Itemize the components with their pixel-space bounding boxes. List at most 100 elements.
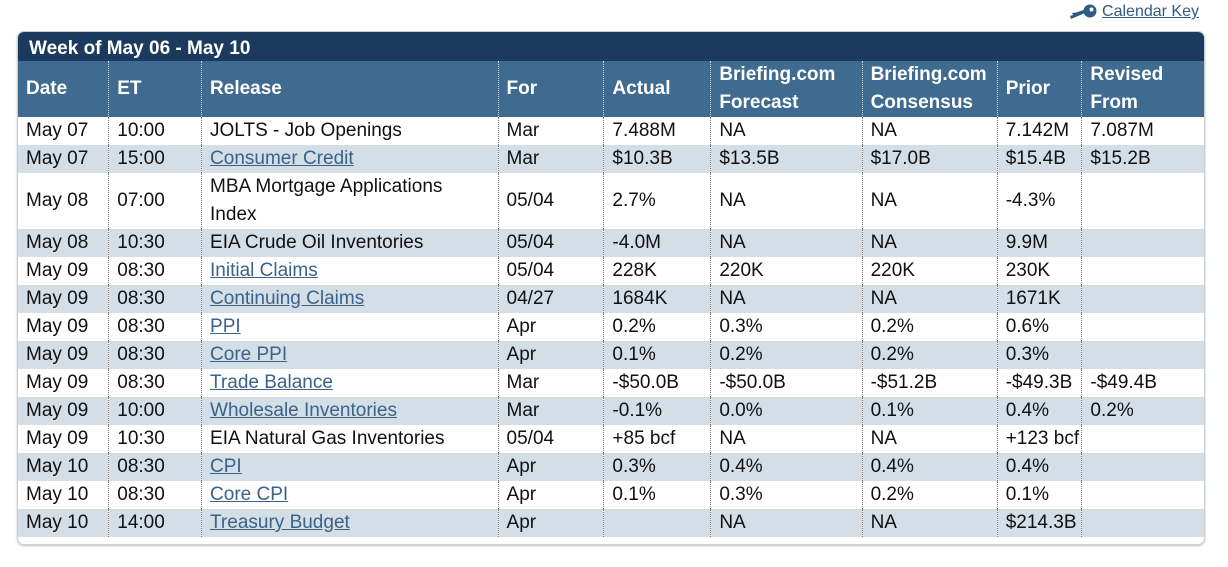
cell-date: May 10	[26, 484, 89, 505]
cell-for: Apr	[497, 453, 604, 481]
calendar-table: Date ET Release For Actual Briefing.com …	[18, 61, 1204, 537]
cell-revised: -$49.4B	[1081, 369, 1204, 397]
cell-revised	[1081, 285, 1204, 313]
cell-release: Treasury Budget	[201, 509, 499, 537]
cell-for: Apr	[497, 509, 604, 537]
column-header-actual: Actual	[603, 61, 711, 117]
cell-revised	[1081, 509, 1204, 537]
calendar-key-label: Calendar Key	[1102, 3, 1199, 20]
cell-release: Core CPI	[201, 481, 499, 509]
release-link[interactable]: PPI	[210, 316, 241, 337]
cell-consensus: NA	[861, 425, 998, 453]
cell-revised	[1081, 481, 1204, 509]
cell-prior: 7.142M	[996, 117, 1082, 145]
cell-for: 05/04	[497, 257, 604, 285]
cell-et: 08:30	[108, 313, 202, 341]
cell-revised: 0.2%	[1081, 397, 1204, 425]
column-header-revised-from: Revised From	[1081, 61, 1204, 117]
cell-date: May 09	[18, 397, 109, 425]
cell-actual: 0.1%	[603, 481, 711, 509]
cell-prior: 0.4%	[996, 397, 1082, 425]
cell-revised	[1081, 425, 1204, 453]
column-header-prior: Prior	[996, 61, 1082, 117]
cell-forecast: -$50.0B	[710, 369, 863, 397]
cell-forecast: 0.0%	[710, 397, 863, 425]
cell-date: May 09	[26, 316, 89, 337]
release-link[interactable]: CPI	[210, 456, 242, 477]
cell-consensus: NA	[861, 173, 998, 229]
cell-et: 10:00	[108, 397, 202, 425]
cell-revised	[1081, 313, 1204, 341]
release-link[interactable]: Core CPI	[210, 484, 289, 505]
cell-for: 05/04	[497, 425, 604, 453]
cell-consensus: $17.0B	[861, 145, 998, 173]
cell-for: Apr	[497, 313, 604, 341]
table-row: May 10 08:30 Core CPI Apr 0.1% 0.3% 0.2% 0.1%	[18, 481, 1204, 509]
cell-prior: 0.4%	[996, 453, 1082, 481]
calendar-key-link[interactable]: Calendar Key	[1068, 3, 1199, 21]
cell-date: May 09	[26, 372, 89, 393]
cell-revised	[1081, 173, 1204, 229]
cell-release: Trade Balance	[201, 369, 499, 397]
cell-forecast: NA	[710, 117, 863, 145]
cell-revised	[1081, 341, 1204, 369]
cell-prior: +123 bcf	[996, 425, 1082, 453]
cell-actual: 2.7%	[603, 173, 711, 229]
key-icon	[1068, 3, 1098, 21]
cell-date: May 07	[26, 120, 89, 141]
cell-et: 07:00	[108, 173, 202, 229]
table-row: May 09 08:30 Initial Claims 05/04 228K 220K 22…	[18, 257, 1204, 285]
column-header-forecast: Briefing.com Forecast	[710, 61, 863, 117]
release-link[interactable]: Consumer Credit	[210, 148, 354, 169]
cell-actual: 0.1%	[603, 341, 711, 369]
cell-release: CPI	[201, 453, 499, 481]
cell-et: 10:30	[108, 425, 202, 453]
cell-prior: -4.3%	[996, 173, 1082, 229]
cell-for: Mar	[497, 369, 604, 397]
cell-actual: 0.2%	[603, 313, 711, 341]
cell-actual: 1684K	[603, 285, 711, 313]
cell-for: Apr	[497, 481, 604, 509]
cell-consensus: 0.2%	[861, 313, 998, 341]
cell-forecast: $13.5B	[710, 145, 863, 173]
cell-actual	[603, 509, 711, 537]
cell-date: May 08	[18, 229, 109, 257]
cell-forecast: 220K	[710, 257, 863, 285]
cell-actual: -0.1%	[603, 397, 711, 425]
cell-et: 08:30	[108, 257, 202, 285]
cell-forecast: 0.2%	[710, 341, 863, 369]
cell-consensus: 0.2%	[861, 481, 998, 509]
cell-for: Mar	[497, 397, 604, 425]
column-header-release: Release	[201, 61, 499, 117]
column-header-et: ET	[108, 61, 202, 117]
cell-prior: 230K	[996, 257, 1082, 285]
cell-revised	[1081, 229, 1204, 257]
release-link[interactable]: Continuing Claims	[210, 288, 365, 309]
cell-prior: 0.1%	[996, 481, 1082, 509]
release-link[interactable]: Trade Balance	[210, 372, 333, 393]
table-row: May 07 15:00 Consumer Credit Mar $10.3B $13.5…	[18, 145, 1204, 173]
cell-release: Core PPI	[201, 341, 499, 369]
table-row: May 09 10:00 Wholesale Inventories Mar -0.1%…	[18, 397, 1204, 425]
table-row: May 09 08:30 Trade Balance Mar -$50.0B -$50.0…	[18, 369, 1204, 397]
table-header-row: Date ET Release For Actual Briefing.com …	[18, 61, 1204, 117]
release-link[interactable]: Initial Claims	[210, 260, 318, 281]
cell-revised	[1081, 453, 1204, 481]
cell-consensus: -$51.2B	[861, 369, 998, 397]
cell-et: 08:30	[108, 285, 202, 313]
cell-date: May 08	[26, 190, 89, 211]
release-link[interactable]: Wholesale Inventories	[210, 400, 397, 421]
cell-for: Apr	[497, 341, 604, 369]
cell-date: May 07	[18, 145, 109, 173]
cell-release: PPI	[201, 313, 499, 341]
cell-revised: 7.087M	[1081, 117, 1204, 145]
cell-prior: 0.3%	[996, 341, 1082, 369]
cell-forecast: NA	[710, 285, 863, 313]
release-link[interactable]: Core PPI	[210, 344, 288, 365]
release-link[interactable]: Treasury Budget	[210, 512, 350, 533]
cell-actual: 228K	[603, 257, 711, 285]
cell-date: May 10	[18, 509, 109, 537]
cell-consensus: 0.4%	[861, 453, 998, 481]
cell-release: EIA Natural Gas Inventories	[201, 425, 499, 453]
cell-release: Initial Claims	[201, 257, 499, 285]
